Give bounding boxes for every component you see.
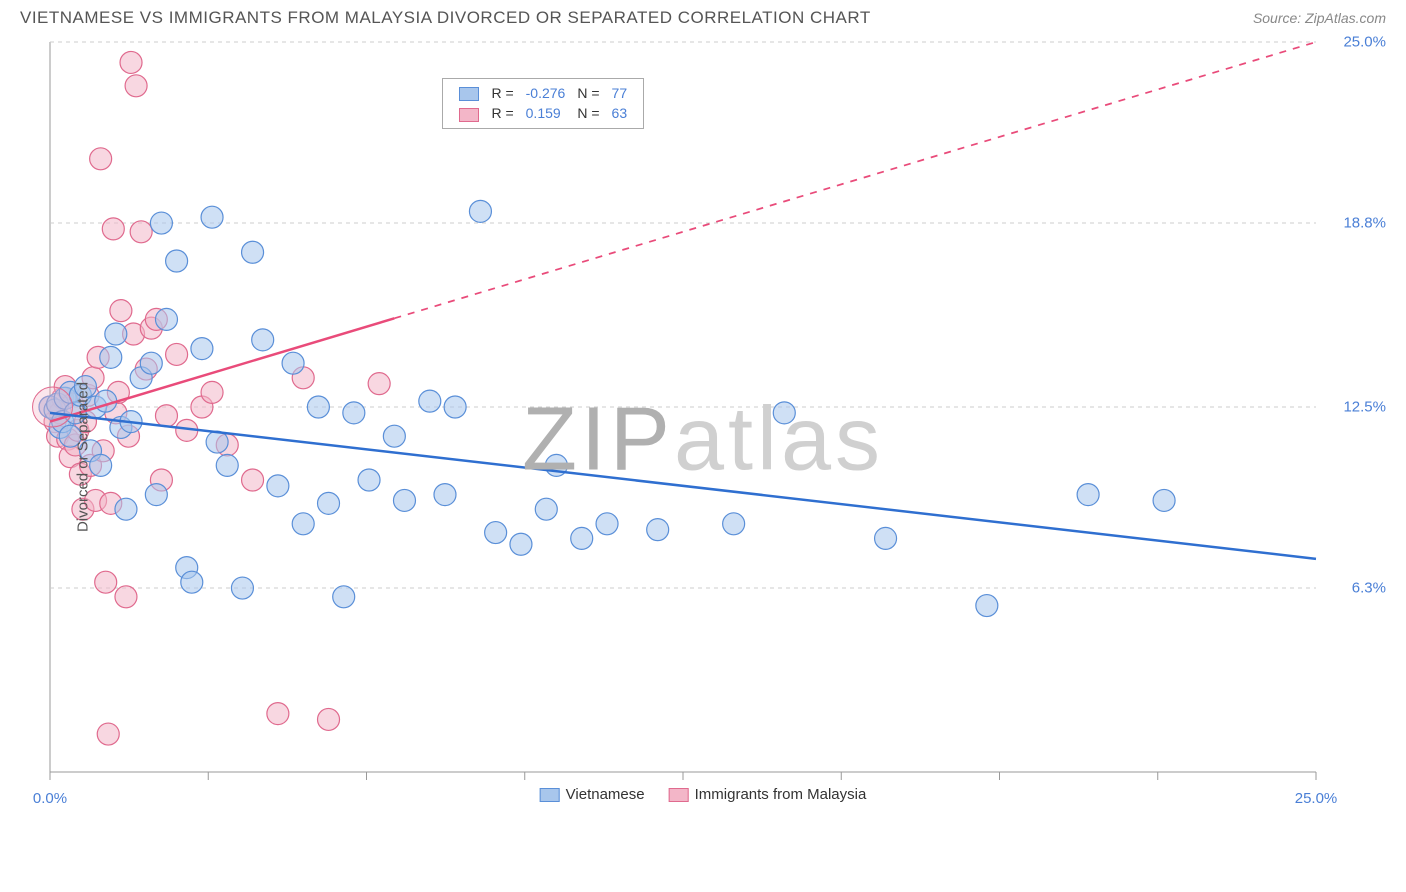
- legend-label-vietnamese: Vietnamese: [566, 786, 645, 803]
- legend-row-malaysia: R = 0.159 N = 63: [453, 103, 633, 123]
- legend-item-vietnamese: Vietnamese: [540, 786, 645, 803]
- y-axis-label: Divorced or Separated: [75, 382, 92, 532]
- correlation-legend: R = -0.276 N = 77 R = 0.159 N = 63: [442, 78, 644, 129]
- n-value-vietnamese: 77: [606, 83, 634, 103]
- y-tick-label: 18.8%: [1343, 215, 1386, 232]
- header: VIETNAMESE VS IMMIGRANTS FROM MALAYSIA D…: [0, 0, 1406, 32]
- y-tick-label: 6.3%: [1352, 580, 1386, 597]
- chart-title: VIETNAMESE VS IMMIGRANTS FROM MALAYSIA D…: [20, 8, 871, 28]
- r-label: R =: [485, 83, 519, 103]
- n-label: N =: [571, 103, 605, 123]
- y-tick-label: 12.5%: [1343, 399, 1386, 416]
- swatch-malaysia: [669, 788, 689, 802]
- r-label: R =: [485, 103, 519, 123]
- legend-label-malaysia: Immigrants from Malaysia: [695, 786, 867, 803]
- source-attribution: Source: ZipAtlas.com: [1253, 10, 1386, 26]
- legend-row-vietnamese: R = -0.276 N = 77: [453, 83, 633, 103]
- r-value-malaysia: 0.159: [520, 103, 572, 123]
- swatch-malaysia: [459, 108, 479, 122]
- chart-container: Divorced or Separated ZIPatlas 6.3%12.5%…: [0, 32, 1406, 882]
- n-value-malaysia: 63: [606, 103, 634, 123]
- x-tick-label: 25.0%: [1295, 790, 1338, 807]
- r-value-vietnamese: -0.276: [520, 83, 572, 103]
- scatter-plot: [0, 32, 1356, 842]
- x-tick-label: 0.0%: [33, 790, 67, 807]
- series-legend: Vietnamese Immigrants from Malaysia: [540, 786, 867, 803]
- swatch-vietnamese: [540, 788, 560, 802]
- y-tick-label: 25.0%: [1343, 34, 1386, 51]
- n-label: N =: [571, 83, 605, 103]
- legend-item-malaysia: Immigrants from Malaysia: [669, 786, 867, 803]
- swatch-vietnamese: [459, 87, 479, 101]
